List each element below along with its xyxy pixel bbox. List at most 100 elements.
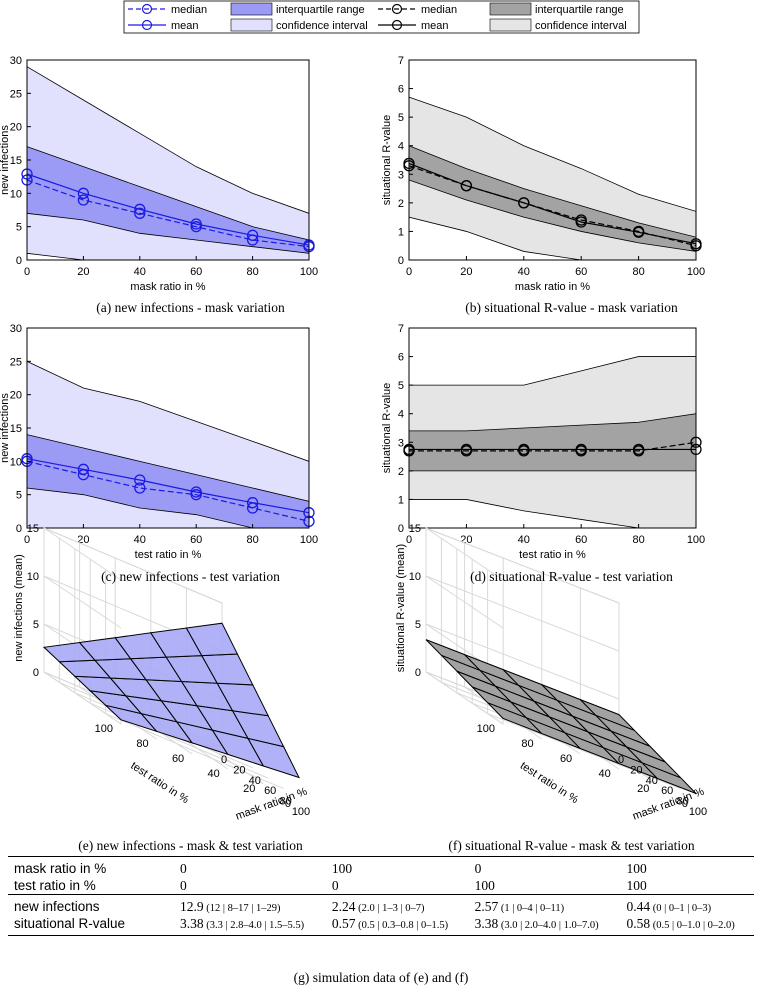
y-tick-label: 5 — [398, 112, 404, 124]
caption-e: (e) new infections - mask & test variati… — [78, 838, 303, 853]
z-gridline — [425, 623, 620, 700]
y-tick-label: 3 — [398, 169, 404, 181]
test-tick-label: 60 — [560, 753, 572, 765]
z-axis-label: situational R-value (mean) — [395, 544, 407, 672]
cell-value: 0 — [474, 860, 482, 876]
table-cell: 100 — [620, 877, 754, 895]
row-label: test ratio in % — [14, 878, 96, 893]
x-tick-label: 100 — [687, 534, 705, 546]
table-cell: 2.57 (1 | 0–4 | 0–11) — [468, 894, 621, 915]
cell-value: 0 — [180, 877, 187, 893]
mask-tick-label: 0 — [221, 754, 227, 766]
table-cell: 0.58 (0.5 | 0–1.0 | 0–2.0) — [620, 915, 754, 936]
y-axis-label: situational R-value — [381, 383, 393, 474]
legend-blue-ci-label: confidence interval — [276, 20, 368, 32]
x-tick-label: 100 — [687, 266, 705, 278]
y-tick-label: 5 — [398, 380, 404, 392]
table-cell: 100 — [469, 877, 621, 895]
y-tick-label: 2 — [398, 466, 404, 478]
x-tick-label: 0 — [406, 534, 412, 546]
median-series-point — [190, 221, 202, 233]
test-tick-label: 20 — [243, 783, 255, 795]
test-axis-label: test ratio in % — [128, 760, 191, 806]
cell-value: 100 — [331, 860, 353, 876]
cell-value: 12.9 — [180, 898, 204, 914]
mean-series-point — [632, 226, 645, 238]
caption-d: (d) situational R-value - test variation — [470, 569, 673, 584]
median-series — [26, 179, 310, 248]
z-tick-label: 5 — [415, 619, 421, 631]
caption-g: (g) simulation data of (e) and (f) — [293, 970, 469, 985]
x-tick-label: 40 — [134, 266, 146, 278]
x-axis-label: mask ratio in % — [130, 281, 205, 293]
mean-series-point — [246, 229, 259, 241]
z-tick-label: 0 — [415, 667, 421, 679]
median-series-point — [134, 207, 146, 219]
mean-series-point — [575, 443, 587, 456]
table-cell: 0 — [326, 877, 469, 895]
table-cell: 3.38 (3.3 | 2.8–4.0 | 1.5–5.5) — [174, 915, 326, 936]
mean-series-point — [77, 463, 90, 475]
table-cell: 100 — [620, 856, 754, 877]
chart-f: 020406080100100806040200051015situationa… — [395, 523, 707, 823]
y-tick-label: 5 — [16, 490, 22, 502]
legend-gray-mean-label: mean — [421, 20, 449, 32]
mask-tick-label: 80 — [676, 796, 688, 808]
z-tick-label: 15 — [409, 523, 421, 535]
mean-series-point — [190, 486, 202, 498]
median-series-point — [134, 482, 146, 494]
cell-detail: (2.0 | 1–3 | 0–7) — [355, 902, 425, 914]
test-tick-label: 0 — [682, 798, 688, 810]
legend-blue-ci-swatch — [230, 18, 273, 32]
mean-series-point — [246, 497, 259, 509]
legend-blue-median-label: median — [171, 4, 207, 16]
legend-blue-iqr-swatch — [230, 2, 273, 16]
surface-patch — [580, 699, 635, 731]
y-tick-label: 0 — [398, 255, 404, 267]
cell-value: 100 — [474, 877, 495, 893]
y-tick-label: 4 — [398, 141, 404, 153]
y-tick-label: 0 — [16, 523, 22, 535]
cell-value: 2.24 — [331, 898, 356, 914]
cell-value: 3.38 — [180, 915, 204, 931]
legend-gray-median-label: median — [421, 4, 457, 16]
mean-series-point — [632, 443, 645, 456]
test-tick-label: 80 — [136, 738, 148, 750]
simulation-table: mask ratio in % 0 100 0 100 test ratio in % 0 0… — [8, 856, 754, 936]
mean-series-point — [134, 474, 146, 486]
legend-gray-ci-label: confidence interval — [535, 20, 627, 32]
mask-tick-label: 80 — [279, 796, 291, 808]
cell-value: 0.58 — [626, 915, 651, 931]
table-row: test ratio in % 0 0 100 100 — [8, 877, 754, 895]
y-tick-label: 6 — [398, 352, 404, 364]
table-cell: 2.24 (2.0 | 1–3 | 0–7) — [325, 894, 469, 915]
x-tick-label: 80 — [246, 266, 258, 278]
y-tick-label: 7 — [398, 55, 404, 67]
x-tick-label: 80 — [246, 534, 258, 546]
legend-blue-median-marker — [141, 3, 153, 15]
y-tick-label: 5 — [16, 222, 22, 234]
cell-value: 0.57 — [331, 915, 356, 931]
median-series-point — [77, 194, 90, 206]
mean-series — [408, 162, 697, 245]
y-tick-label: 20 — [10, 390, 22, 402]
test-tick-label: 40 — [208, 768, 220, 780]
y-tick-label: 30 — [10, 55, 22, 67]
y-tick-label: 10 — [10, 456, 22, 468]
median-series-point — [190, 489, 202, 501]
legend-gray-iqr-swatch — [489, 2, 532, 16]
mean-series-point — [460, 180, 473, 192]
cell-value: 0 — [331, 877, 339, 893]
plot-frame — [408, 327, 697, 529]
legend-blue-mean-marker — [141, 19, 153, 31]
y-tick-label: 0 — [16, 255, 22, 267]
mean-series — [26, 458, 310, 514]
caption-c: (c) new infections - test variation — [101, 569, 280, 584]
table-row: mask ratio in % 0 100 0 100 — [8, 856, 754, 877]
caption-f: (f) situational R-value - mask & test va… — [448, 838, 695, 853]
